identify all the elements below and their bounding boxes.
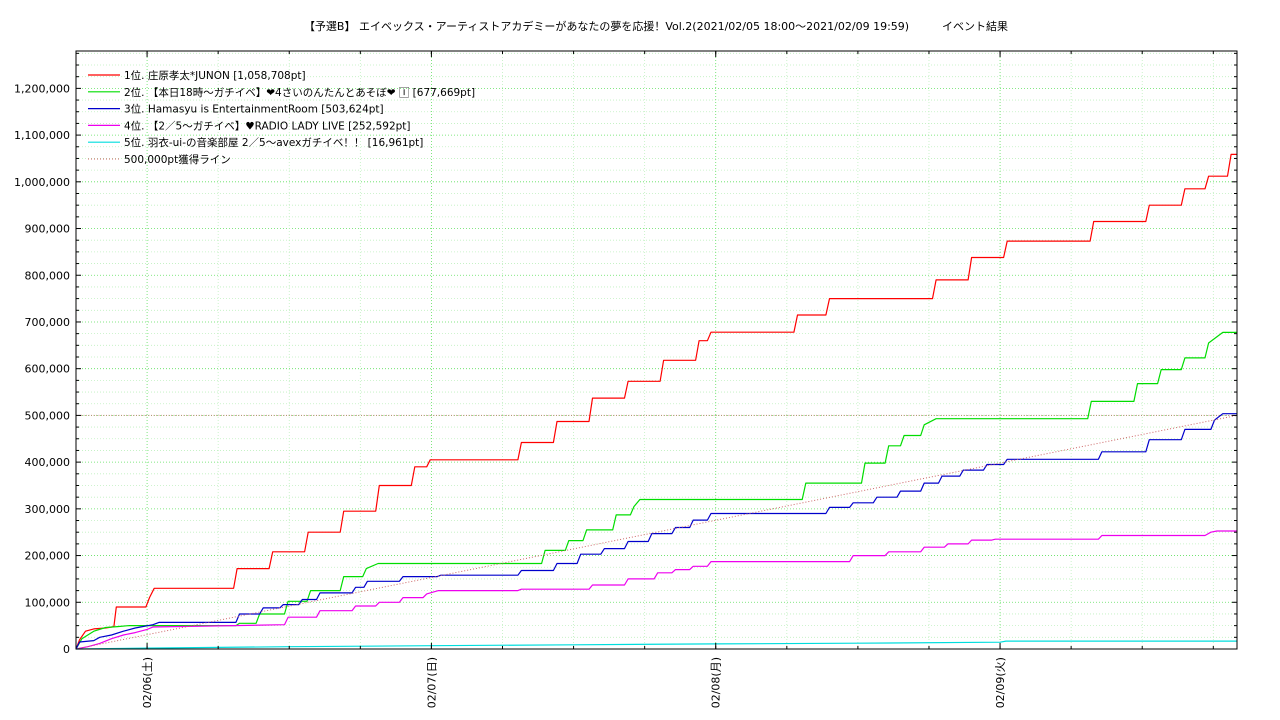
legend-label-5: 5位. 羽衣-ui-の音楽部屋 2／5〜avexガチイベ！！ [16,961pt… <box>124 136 423 149</box>
y-tick-label: 1,000,000 <box>14 176 70 189</box>
x-tick-label: 02/07(日) <box>425 657 438 708</box>
legend-label-2: 2位. 【本日18時〜ガチイベ】❤4さいのんたんとあそぼ❤ 🄸 [677,669… <box>124 86 475 99</box>
y-tick-label: 800,000 <box>25 269 71 282</box>
series-line-4 <box>75 530 1237 650</box>
legend-label-4: 4位. 【2／5〜ガチイベ】♥RADIO LADY LIVE [252,592p… <box>124 119 411 132</box>
y-tick-label: 100,000 <box>25 596 71 609</box>
y-tick-label: 500,000 <box>25 409 71 422</box>
series-line-3 <box>75 413 1237 650</box>
series-line-1 <box>75 153 1237 650</box>
y-tick-label: 1,200,000 <box>14 82 70 95</box>
legend-label-1: 1位. 庄原孝太*JUNON [1,058,708pt] <box>124 69 306 82</box>
legend: 1位. 庄原孝太*JUNON [1,058,708pt] 2位. 【本日18時〜ガ… <box>88 69 475 166</box>
y-tick-label: 1,100,000 <box>14 129 70 142</box>
grid <box>76 51 1237 649</box>
legend-label-6: 500,000pt獲得ライン <box>124 153 231 166</box>
series-line-2 <box>75 331 1237 650</box>
axes: 0 100,000 200,000 300,000 400,000 500,000 600,… <box>14 50 1238 708</box>
x-tick-label: 02/06(土) <box>141 657 154 708</box>
y-tick-label: 900,000 <box>25 223 71 236</box>
y-tick-label: 300,000 <box>25 503 71 516</box>
x-tick-label: 02/09(火) <box>994 657 1007 708</box>
y-tick-label: 400,000 <box>25 456 71 469</box>
x-tick-label: 02/08(月) <box>710 657 723 708</box>
plot-frame <box>75 50 1238 650</box>
plot-background <box>76 51 1237 649</box>
legend-label-3: 3位. Hamasyu is EntertainmentRoom [503,62… <box>124 103 384 116</box>
y-tick-label: 0 <box>63 643 70 656</box>
y-tick-label: 600,000 <box>25 363 71 376</box>
chart-title: 【予選B】 エイベックス・アーティストアカデミーがあなたの夢を応援！Vol.2(… <box>304 19 1008 33</box>
y-tick-label: 700,000 <box>25 316 71 329</box>
y-tick-label: 200,000 <box>25 550 71 563</box>
